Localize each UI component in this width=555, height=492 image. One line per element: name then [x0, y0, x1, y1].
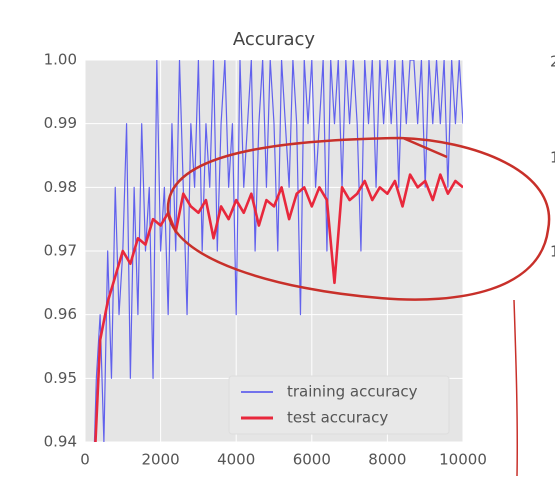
y-tick-label: 0.99	[44, 114, 77, 132]
x-tick-label: 0	[80, 451, 90, 469]
hand-drawn-line	[513, 299, 519, 477]
chart-title: Accuracy	[233, 29, 316, 50]
y-tick-label: 1.00	[44, 51, 77, 69]
line-series	[93, 60, 463, 442]
x-tick-label: 4000	[217, 451, 255, 469]
legend-box	[228, 375, 450, 435]
y-tick-label: 0.94	[44, 433, 77, 451]
legend-label: training accuracy	[287, 383, 418, 401]
y-tick-label: 0.96	[44, 305, 77, 323]
x-tick-label: 2000	[142, 451, 180, 469]
partial-tick-label: 1	[550, 243, 555, 261]
x-tick-label: 10000	[439, 451, 487, 469]
line-series	[94, 173, 463, 442]
partial-tick-label: 1	[550, 149, 555, 167]
legend-label: test accuracy	[287, 409, 388, 427]
partial-tick-label: 2	[550, 53, 555, 71]
y-tick-label: 0.95	[44, 369, 77, 387]
y-tick-label: 0.97	[44, 242, 77, 260]
hand-drawn-ellipse	[166, 136, 551, 301]
x-tick-label: 6000	[293, 451, 331, 469]
y-tick-label: 0.98	[44, 178, 77, 196]
x-tick-label: 8000	[368, 451, 406, 469]
